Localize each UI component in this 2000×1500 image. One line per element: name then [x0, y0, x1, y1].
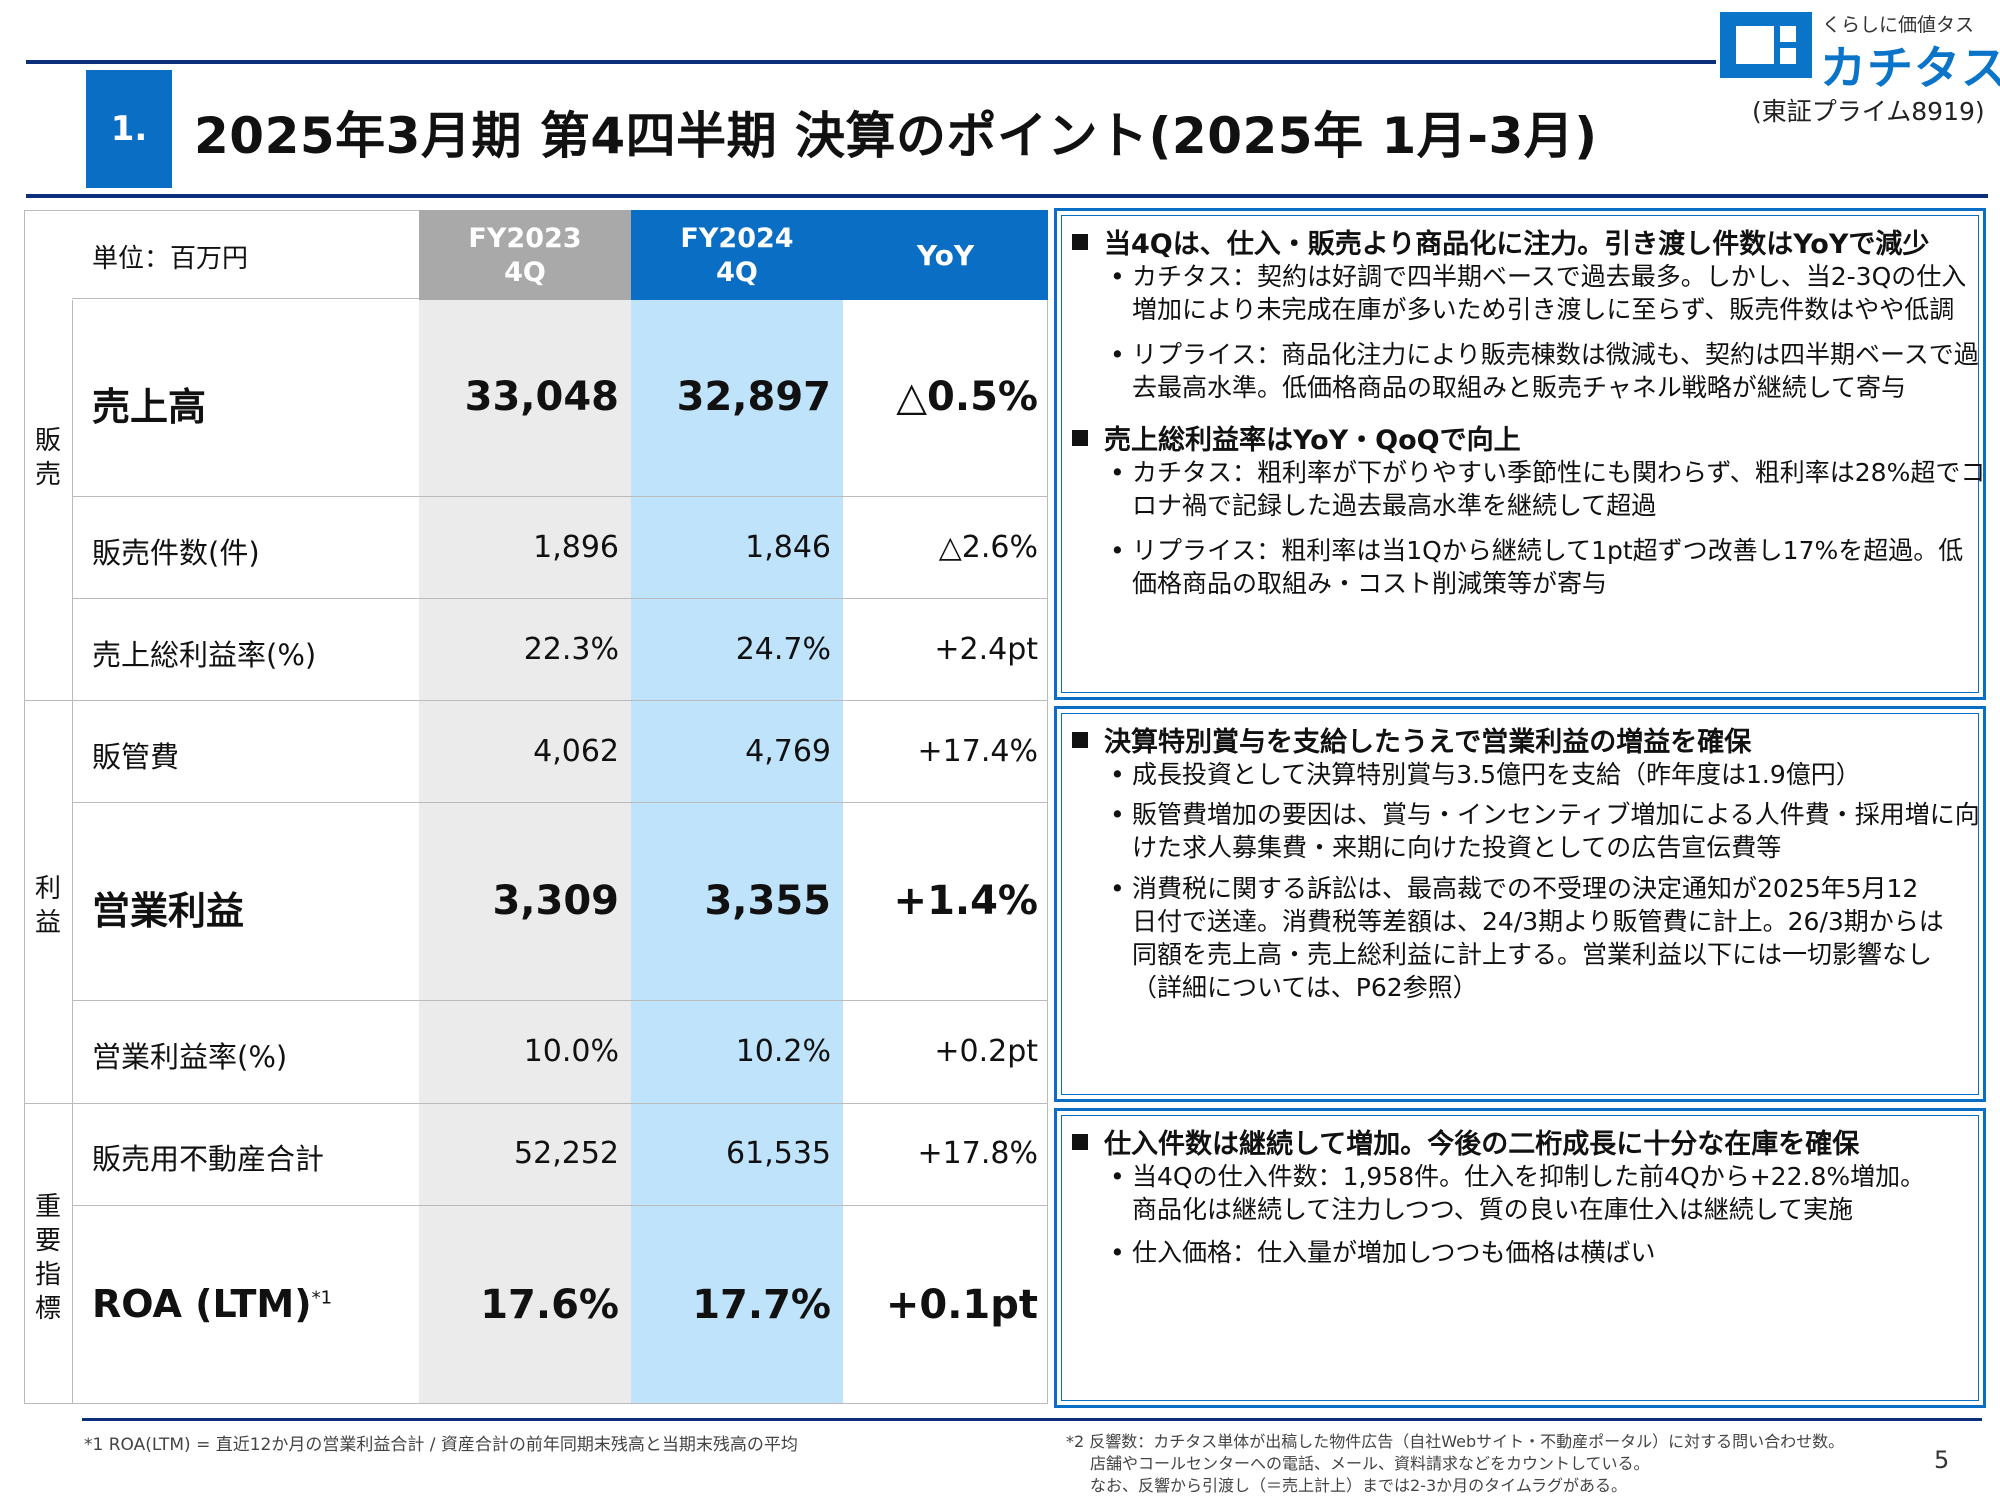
section-divider	[72, 300, 73, 1404]
section-label-sales: 販 売	[34, 426, 61, 490]
row-label-operating-margin: 営業利益率(%)	[92, 1040, 288, 1074]
col-header-prev: FY2023 4Q	[419, 210, 631, 300]
row-label-real-estate-inventory: 販売用不動産合計	[92, 1142, 325, 1176]
cell-prev: 17.6%	[480, 1282, 619, 1328]
footnote-inquiries-line3: なお、反響から引渡し（＝売上計上）までは2-3か月のタイムラグがある。	[1090, 1476, 1628, 1495]
cell-prev: 33,048	[464, 374, 619, 420]
stock-ticker: (東証プライム8919)	[1752, 97, 1985, 126]
bullet-item: • 消費税に関する訴訟は、最高裁での不受理の決定通知が2025年5月12 日付で送…	[1110, 874, 1944, 1002]
cell-yoy: +2.4pt	[934, 632, 1038, 667]
highlight-box-sales	[1054, 208, 1986, 700]
cell-prev: 22.3%	[523, 632, 619, 667]
page-title: 2025年3月期 第4四半期 決算のポイント(2025年 1月-3月)	[194, 107, 1598, 165]
cell-prev: 52,252	[514, 1136, 619, 1171]
row-divider	[72, 1205, 1048, 1206]
footer-rule	[82, 1418, 1982, 1421]
footnote-inquiries-line2: 店舗やコールセンターへの電話、メール、資料請求などをカウントしている。	[1090, 1454, 1650, 1473]
section-label-profit: 利 益	[34, 874, 61, 938]
row-label-sga: 販管費	[92, 740, 180, 774]
cell-prev: 4,062	[533, 734, 619, 769]
bullet-item: • カチタス：契約は好調で四半期ベースで過去最多。しかし、当2-3Qの仕入 増加に…	[1110, 262, 1967, 324]
col-header-curr: FY2024 4Q	[631, 210, 843, 300]
curr-year-column-bg	[631, 298, 843, 1404]
box-heading: 当4Qは、仕入・販売より商品化に注力。引き渡し件数はYoYで減少	[1072, 222, 1929, 261]
bullet-item: • カチタス：粗利率が下がりやすい季節性にも関わらず、粗利率は28%超でコ ロナ禍…	[1110, 458, 1986, 520]
top-rule	[26, 60, 1716, 64]
row-label-sales: 売上高	[92, 385, 207, 429]
logo-tagline: くらしに価値タス	[1822, 14, 1975, 36]
section-divider	[24, 700, 1048, 701]
cell-yoy: +17.8%	[917, 1136, 1038, 1171]
section-label-kpi: 重 要 指 標	[34, 1192, 61, 1324]
box-heading: 決算特別賞与を支給したうえで営業利益の増益を確保	[1072, 720, 1751, 759]
highlight-box-inventory	[1054, 1108, 1986, 1408]
bullet-item: • 成長投資として決算特別賞与3.5億円を支給（昨年度は1.9億円）	[1110, 760, 1861, 789]
col-header-yoy: YoY	[843, 210, 1048, 300]
logo-name: カチタス	[1820, 41, 2000, 95]
cell-prev: 3,309	[492, 878, 619, 924]
row-label-units-sold: 販売件数(件)	[92, 536, 260, 570]
cell-curr: 17.7%	[692, 1282, 831, 1328]
cell-curr: 3,355	[704, 878, 831, 924]
row-label-gross-margin: 売上総利益率(%)	[92, 638, 317, 672]
cell-curr: 24.7%	[735, 632, 831, 667]
cell-yoy: +0.1pt	[885, 1282, 1038, 1328]
cell-yoy: △2.6%	[938, 530, 1038, 565]
row-label-roa: ROA (LTM)*1	[92, 1282, 333, 1326]
footnote-inquiries: *2 反響数：カチタス単体が出稿した物件広告（自社Webサイト・不動産ポータル）…	[1066, 1432, 1845, 1451]
box-heading: 仕入件数は継続して増加。今後の二桁成長に十分な在庫を確保	[1072, 1122, 1859, 1161]
cell-curr: 1,846	[745, 530, 831, 565]
page-number: 5	[1934, 1446, 1950, 1474]
bullet-item: • リプライス：商品化注力により販売棟数は微減も、契約は四半期ベースで過 去最高水…	[1110, 340, 1979, 402]
row-divider	[72, 802, 1048, 803]
bullet-item: • リプライス：粗利率は当1Qから継続して1pt超ずつ改善し17%を超過。低 価格…	[1110, 536, 1964, 598]
cell-yoy: +17.4%	[917, 734, 1038, 769]
box-heading: 売上総利益率はYoY・QoQで向上	[1072, 418, 1521, 457]
unit-label: 単位：百万円	[92, 244, 249, 274]
row-label-operating-profit: 営業利益	[92, 889, 245, 933]
title-rule	[26, 194, 1988, 198]
row-divider	[72, 1000, 1048, 1001]
highlight-box-profit	[1054, 706, 1986, 1102]
footnote-roa: *1 ROA(LTM) = 直近12か月の営業利益合計 / 資産合計の前年同期末…	[84, 1435, 798, 1455]
cell-curr: 10.2%	[735, 1034, 831, 1069]
cell-yoy: +1.4%	[893, 878, 1038, 924]
cell-prev: 10.0%	[523, 1034, 619, 1069]
row-divider	[72, 598, 1048, 599]
cell-curr: 61,535	[726, 1136, 831, 1171]
row-divider	[72, 298, 419, 299]
cell-prev: 1,896	[533, 530, 619, 565]
cell-curr: 4,769	[745, 734, 831, 769]
section-number: 1.	[86, 70, 172, 188]
row-divider	[72, 496, 1048, 497]
cell-yoy: △0.5%	[896, 374, 1038, 420]
bullet-item: • 販管費増加の要因は、賞与・インセンティブ増加による人件費・採用増に向 けた求人…	[1110, 800, 1980, 862]
company-logo-icon	[1720, 12, 1812, 78]
bullet-item: • 当4Qの仕入件数：1,958件。仕入を抑制した前4Qから+22.8%増加。商…	[1110, 1162, 1926, 1224]
cell-curr: 32,897	[676, 374, 831, 420]
cell-yoy: +0.2pt	[934, 1034, 1038, 1069]
bullet-item: • 仕入価格：仕入量が増加しつつも価格は横ばい	[1110, 1238, 1656, 1267]
section-divider	[24, 1103, 1048, 1104]
